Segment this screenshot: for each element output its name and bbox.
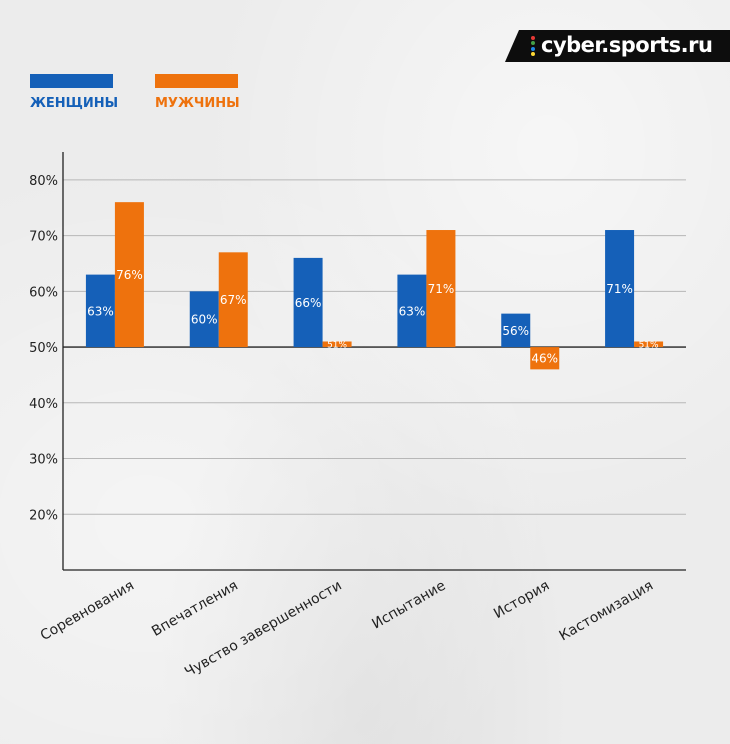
category-label: История <box>491 578 552 623</box>
bar-men <box>218 252 248 348</box>
y-tick-label: 80% <box>29 174 58 189</box>
data-label-men: 76% <box>116 268 143 282</box>
data-label-men: 71% <box>428 282 455 296</box>
data-label-women: 63% <box>399 304 426 318</box>
brand-dot <box>531 51 535 56</box>
bar-women <box>293 257 323 348</box>
category-label: Соревнования <box>38 578 137 645</box>
data-label-women: 60% <box>191 313 218 327</box>
brand-dot <box>531 46 535 51</box>
legend-label-men: МУЖЧИНЫ <box>155 96 240 111</box>
bar-women <box>85 274 115 348</box>
brand-dot <box>531 41 535 46</box>
legend-swatch-women <box>30 74 113 88</box>
category-label: Кастомизация <box>557 578 657 645</box>
brand-dot <box>531 36 535 40</box>
category-label: Впечатления <box>149 578 241 640</box>
bar-women <box>605 230 635 348</box>
bar-men <box>426 230 456 348</box>
y-tick-label: 50% <box>29 341 58 356</box>
bar-men <box>634 341 664 348</box>
brand-text: cyber.sports.ru <box>541 33 713 57</box>
y-tick-label: 60% <box>29 285 58 300</box>
brand-dots <box>531 36 535 56</box>
bar-women <box>501 313 531 348</box>
y-tick-label: 70% <box>29 230 58 245</box>
data-label-men: 51% <box>639 340 659 350</box>
category-label: Испытание <box>369 578 448 633</box>
y-tick-label: 30% <box>29 453 58 468</box>
data-label-women: 66% <box>295 296 322 310</box>
data-label-men: 51% <box>327 340 347 350</box>
data-label-women: 56% <box>502 324 529 338</box>
data-label-women: 63% <box>87 304 114 318</box>
data-label-women: 71% <box>606 282 633 296</box>
bar-women <box>189 291 219 348</box>
bar-women <box>397 274 427 348</box>
y-tick-label: 20% <box>29 508 58 523</box>
brand-logo: cyber.sports.ru <box>505 30 730 62</box>
bar-men <box>530 347 560 370</box>
bar-men <box>114 202 144 348</box>
data-label-men: 67% <box>220 293 247 307</box>
legend-label-women: ЖЕНЩИНЫ <box>30 96 119 111</box>
data-label-men: 46% <box>531 352 558 366</box>
bar-men <box>322 341 352 348</box>
y-tick-label: 40% <box>29 397 58 412</box>
legend-swatch-men <box>155 74 238 88</box>
